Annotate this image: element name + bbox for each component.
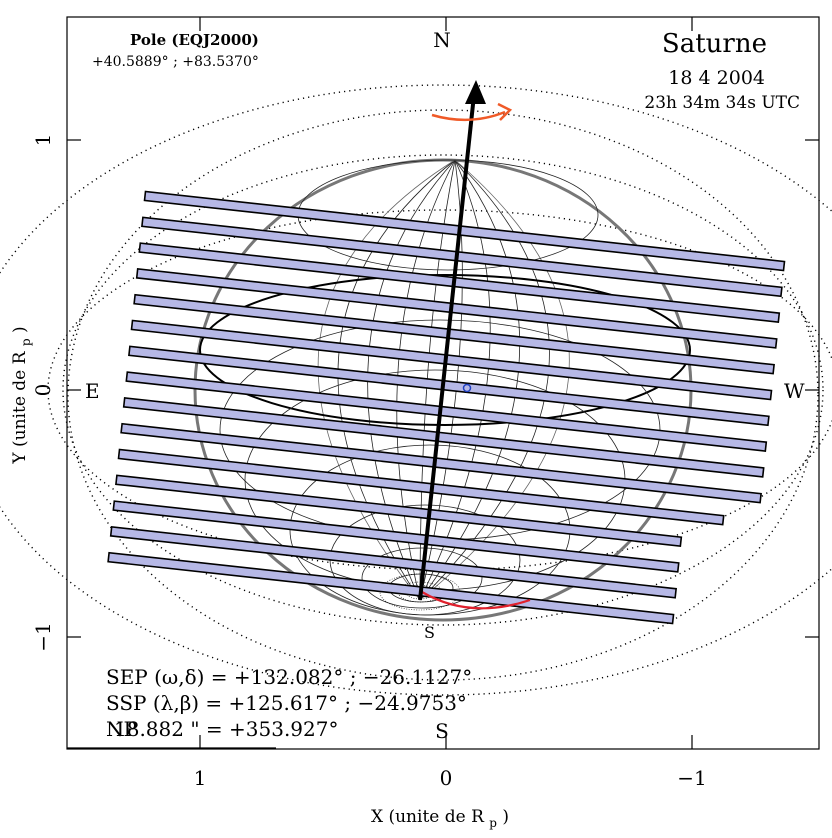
np-label: NP <box>106 717 137 741</box>
rotation-axis <box>418 80 486 601</box>
west-label: W <box>784 379 805 403</box>
slit-bar <box>128 345 770 427</box>
y-tick-label: 0 <box>31 384 55 397</box>
slit-group <box>107 190 786 625</box>
south-pole-label: S <box>424 623 435 642</box>
y-tick-labels: 1 0 −1 <box>31 134 55 652</box>
orbit-ellipse-far <box>0 84 832 696</box>
sep-readout: SEP (ω,δ) = +132.082° ; −26.1127° <box>106 665 472 689</box>
pole-values: +40.5889° ; +83.5370° <box>92 54 259 70</box>
slit-bar <box>107 551 675 625</box>
slit-bar <box>141 216 783 298</box>
north-label: N <box>433 28 451 52</box>
orbit-ellipse-mid <box>62 154 824 626</box>
time-label: 23h 34m 34s UTC <box>644 93 800 113</box>
orbit-ellipses <box>0 84 832 696</box>
np-readout: 18.882 " = +353.927° <box>114 717 338 741</box>
x-tick-label: −1 <box>677 766 706 790</box>
rotation-direction-arrow <box>431 102 513 122</box>
slit-bar <box>135 268 778 349</box>
slit-bar <box>115 474 683 547</box>
slit-bar <box>117 448 725 526</box>
plot-title: Saturne <box>662 29 767 59</box>
date-label: 18 4 2004 <box>668 67 765 89</box>
red-arc <box>421 591 531 610</box>
axis-ticks <box>67 17 819 749</box>
slit-bar <box>133 293 775 375</box>
ssp-readout: SSP (λ,β) = +125.617° ; −24.9753° <box>106 691 467 715</box>
slit-bar <box>138 242 781 323</box>
pole-label: Pole (EQJ2000) <box>130 31 259 49</box>
plot-frame <box>66 16 820 750</box>
x-axis-label: X (unite de R p ) <box>371 807 509 832</box>
x-tick-label: 1 <box>194 766 207 790</box>
slit-bar <box>130 319 773 401</box>
east-label: E <box>85 379 100 403</box>
south-label: S <box>435 719 449 743</box>
slit-bar <box>109 526 678 599</box>
y-tick-label: −1 <box>31 622 55 651</box>
slit-bar <box>120 422 762 504</box>
slit-bar <box>143 190 786 272</box>
center-marker <box>462 383 472 393</box>
y-tick-label: 1 <box>31 134 55 147</box>
x-tick-label: 0 <box>440 766 453 790</box>
axis-arrowhead <box>465 80 486 104</box>
orbit-ellipse-large <box>67 109 819 681</box>
slit-bar <box>122 397 765 478</box>
x-tick-labels: 1 0 −1 <box>194 766 707 790</box>
slit-bar <box>125 371 768 452</box>
slit-bar <box>112 500 680 573</box>
y-axis-label: Y (unite de R p ) <box>10 326 35 464</box>
